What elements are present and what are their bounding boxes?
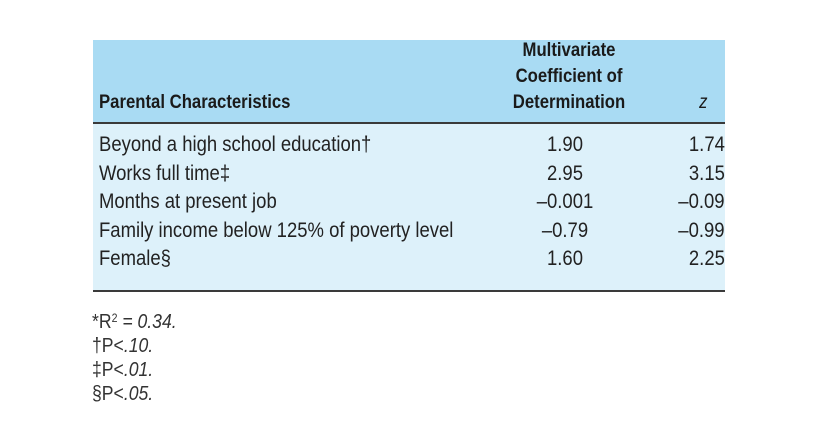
footnote-section-prefix: §P< (92, 383, 124, 405)
table-row: Family income below 125% of poverty leve… (93, 217, 725, 246)
header-coefficient-line2: Coefficient of (515, 66, 623, 87)
footnote-r2-superscript: 2 (111, 311, 118, 325)
row-z: –0.09 (678, 190, 725, 213)
table-body: Beyond a high school education† 1.90 1.7… (93, 124, 725, 292)
footnote-r2-prefix: *R (92, 311, 112, 333)
row-coefficient: 2.95 (547, 161, 583, 185)
table-row: Months at present job –0.001 –0.09 (93, 188, 725, 217)
footnote-r2-value: = 0.34. (117, 311, 177, 333)
header-parental-characteristics: Parental Characteristics (99, 92, 291, 113)
row-coefficient: –0.001 (536, 190, 594, 213)
table-row: Beyond a high school education† 1.90 1.7… (93, 131, 725, 160)
footnote-section-value: .05. (123, 383, 154, 405)
row-coefficient: 1.90 (547, 133, 583, 156)
row-z: 3.15 (689, 161, 725, 185)
header-coefficient-line1: Multivariate (522, 40, 616, 61)
table-row: Works full time‡ 2.95 3.15 (93, 160, 725, 189)
footnote-section: §P<.05. (92, 382, 177, 406)
row-z: –0.99 (678, 218, 725, 242)
header-coefficient-line3: Determination (512, 92, 626, 113)
footnote-dagger-prefix: †P< (92, 335, 124, 357)
row-label: Months at present job (99, 190, 277, 213)
header-coefficient: Multivariate Coefficient of Determinatio… (503, 38, 635, 116)
row-label: Works full time‡ (99, 161, 231, 185)
row-z: 2.25 (689, 247, 725, 270)
footnote-dagger: †P<.10. (92, 334, 177, 358)
table-row: Female§ 1.60 2.25 (93, 245, 725, 274)
row-coefficient: –0.79 (541, 218, 589, 242)
footnote-double-dagger: ‡P<.01. (92, 358, 177, 382)
row-coefficient: 1.60 (547, 247, 583, 270)
header-z: z (698, 92, 707, 113)
footnote-double-dagger-value: .01. (123, 359, 154, 381)
table-header: Parental Characteristics Multivariate Co… (93, 40, 725, 124)
row-label: Female§ (99, 247, 171, 270)
footnote-dagger-value: .10. (123, 335, 154, 357)
footnotes: *R2 = 0.34. †P<.10. ‡P<.01. §P<.05. (92, 306, 188, 406)
row-label: Family income below 125% of poverty leve… (99, 218, 454, 242)
data-table: Parental Characteristics Multivariate Co… (93, 40, 725, 292)
row-label: Beyond a high school education† (99, 133, 372, 156)
row-z: 1.74 (689, 133, 725, 156)
footnote-r2: *R2 = 0.34. (92, 306, 177, 334)
footnote-double-dagger-prefix: ‡P< (92, 359, 124, 381)
